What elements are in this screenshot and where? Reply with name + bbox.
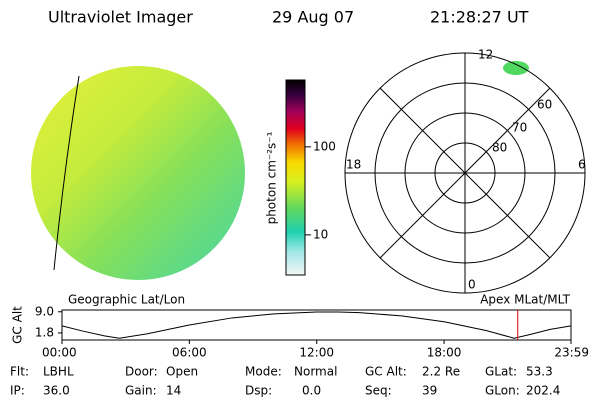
mlt-label: 0 xyxy=(468,278,476,292)
field-value: Normal xyxy=(294,365,337,379)
field-value: 53.3 xyxy=(526,365,553,379)
field-value: 14 xyxy=(166,384,181,398)
field-value: 0.0 xyxy=(302,384,321,398)
field-label: Seq: xyxy=(365,384,392,398)
y-tick-label: 1.8 xyxy=(35,325,54,339)
y-tick-label: 9.0 xyxy=(35,304,54,318)
field-label: GLon: xyxy=(485,384,520,398)
altitude-curve xyxy=(61,311,572,339)
x-tick-label: 00:00 xyxy=(42,346,77,360)
field-label: Door: xyxy=(125,365,158,379)
field-label: IP: xyxy=(10,384,25,398)
field-value: LBHL xyxy=(43,365,74,379)
time: 21:28:27 UT xyxy=(430,8,529,27)
mlat-label: 80 xyxy=(492,141,507,155)
title: Ultraviolet Imager xyxy=(48,8,193,27)
field-value: 36.0 xyxy=(43,384,70,398)
field-label: Dsp: xyxy=(245,384,272,398)
field-value: 2.2 Re xyxy=(422,365,460,379)
colorbar-tick-label: 100 xyxy=(313,139,336,153)
mlt-label: 6 xyxy=(578,158,586,172)
colorbar xyxy=(285,79,306,276)
x-tick-label: 18:00 xyxy=(427,346,462,360)
colorbar-label: photon cm⁻²s⁻¹ xyxy=(265,131,279,224)
date: 29 Aug 07 xyxy=(272,8,354,27)
dial-line xyxy=(379,87,551,259)
polar-dial xyxy=(344,52,586,294)
field-label: Gain: xyxy=(125,384,157,398)
x-tick-label: 12:00 xyxy=(299,346,334,360)
field-value: 39 xyxy=(422,384,437,398)
field-value: Open xyxy=(166,365,198,379)
mlat-label: 60 xyxy=(537,98,552,112)
colorbar-tick-label: 10 xyxy=(313,227,328,241)
earth-image xyxy=(31,66,245,280)
mlat-label: 70 xyxy=(512,121,527,135)
panel-label: Apex MLat/MLT xyxy=(480,293,570,307)
x-tick-label: 23:59 xyxy=(554,346,589,360)
x-tick-label: 06:00 xyxy=(172,346,207,360)
field-value: 202.4 xyxy=(526,384,560,398)
orbit-y-label: GC Alt xyxy=(11,306,25,344)
mlt-label: 18 xyxy=(346,158,361,172)
panel-label: Geographic Lat/Lon xyxy=(68,293,185,307)
mlt-label: 12 xyxy=(478,48,493,62)
field-label: GLat: xyxy=(485,365,517,379)
field-label: GC Alt: xyxy=(365,365,407,379)
field-label: Flt: xyxy=(10,365,29,379)
terminator-line xyxy=(53,75,80,271)
field-label: Mode: xyxy=(245,365,282,379)
aurora-spot xyxy=(503,61,529,75)
